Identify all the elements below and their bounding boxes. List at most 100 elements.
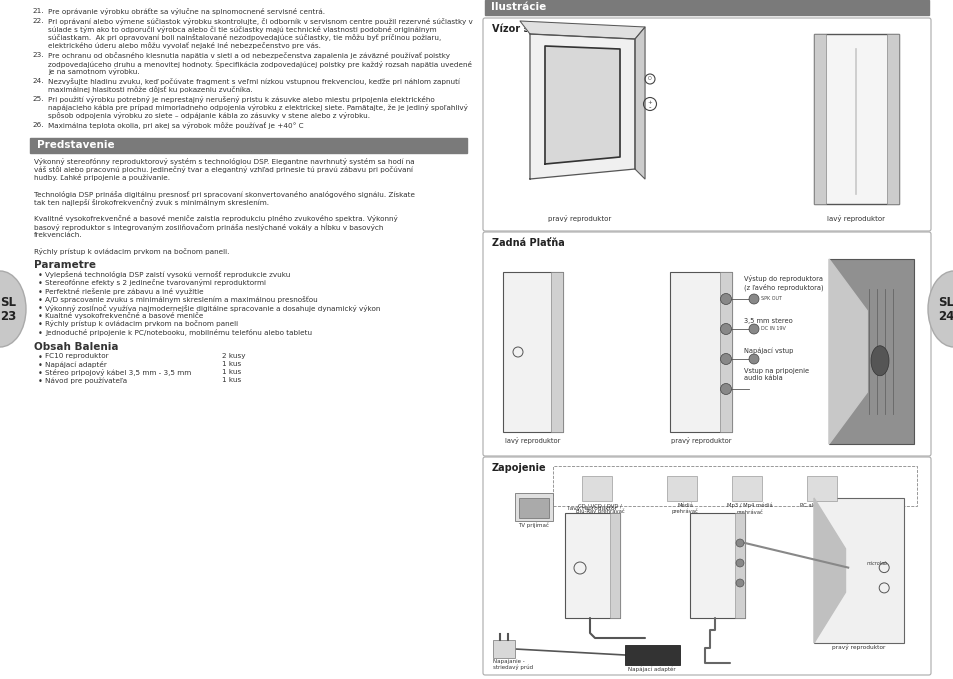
Ellipse shape <box>927 271 953 347</box>
Text: SL: SL <box>937 297 953 310</box>
Text: Napájací vstup: Napájací vstup <box>743 348 793 354</box>
Text: Médiá
prehrávač: Médiá prehrávač <box>671 503 698 515</box>
Text: 25.: 25. <box>32 96 44 102</box>
Text: basový reproduktor s integrovaným zosilňovačom prináša neslýchané vokály a hĺbku: basový reproduktor s integrovaným zosilň… <box>34 223 383 231</box>
Text: Jednoduché pripojenie k PC/notebooku, mobilnému telefónu alebo tabletu: Jednoduché pripojenie k PC/notebooku, mo… <box>45 329 312 335</box>
Text: Obsah Balenia: Obsah Balenia <box>34 342 118 352</box>
Text: Mp3 / Mp4 médiá
prehrávač: Mp3 / Mp4 médiá prehrávač <box>726 503 772 515</box>
Text: 21.: 21. <box>32 8 44 14</box>
Circle shape <box>735 579 743 587</box>
Text: Výkonný zosiĺnoč využíva najmodernejšie digitálne spracovanie a dosahuje dynamic: Výkonný zosiĺnoč využíva najmodernejšie … <box>45 304 380 312</box>
Bar <box>813 34 825 204</box>
Text: Napájací adaptér: Napájací adaptér <box>45 361 107 368</box>
Text: microlab: microlab <box>865 561 886 566</box>
Text: Pre ochranu od občasného klesnutia napätia v sieti a od nebezpečenstva zapalenia: Pre ochranu od občasného klesnutia napät… <box>48 52 450 59</box>
Polygon shape <box>544 46 619 164</box>
Text: 1 kus: 1 kus <box>222 361 241 367</box>
Bar <box>813 34 898 204</box>
Text: 23: 23 <box>0 310 16 323</box>
Bar <box>564 513 619 618</box>
Text: je na samotnom výrobku.: je na samotnom výrobku. <box>48 69 139 75</box>
Bar <box>581 476 612 501</box>
Text: Výkonný stereofónny reproduktorový systém s technológiou DSP. Elegantne navrhnut: Výkonný stereofónny reproduktorový systé… <box>34 158 415 165</box>
Circle shape <box>735 559 743 567</box>
Circle shape <box>720 323 731 335</box>
Text: Parametre: Parametre <box>34 260 96 270</box>
Text: •: • <box>38 329 43 337</box>
Text: •: • <box>38 304 43 313</box>
Text: súlade s tým ako to odporučil výrobca alebo či tie súčiastky majú technické vlas: súlade s tým ako to odporučil výrobca al… <box>48 26 436 33</box>
Text: frekvenciách.: frekvenciách. <box>34 232 82 238</box>
Text: SL: SL <box>0 297 16 310</box>
Bar <box>666 476 697 501</box>
Text: 3,5 mm stereo: 3,5 mm stereo <box>743 318 792 324</box>
Text: •: • <box>38 296 43 305</box>
Text: CD / VCD / DVD /
Blu-Ray prehrávač: CD / VCD / DVD / Blu-Ray prehrávač <box>575 503 623 515</box>
Text: Napajanie -
striedavý prúd: Napajanie - striedavý prúd <box>493 659 533 670</box>
Text: Stéreo pripojový kábel 3,5 mm - 3,5 mm: Stéreo pripojový kábel 3,5 mm - 3,5 mm <box>45 369 191 376</box>
Text: pravý reproduktor: pravý reproduktor <box>548 215 611 222</box>
Text: 2 kusy: 2 kusy <box>222 353 245 359</box>
Text: Kvalitné vysokofrekvenčné a basové meniče zaistia reprodukciu plného zvukového s: Kvalitné vysokofrekvenčné a basové menič… <box>34 215 397 222</box>
Text: •: • <box>38 361 43 370</box>
FancyBboxPatch shape <box>482 457 930 675</box>
Text: zodpovedajúceho druhu a menovitej hodnoty. Špecifikácia zodpovedajúcej poistky p: zodpovedajúceho druhu a menovitej hodnot… <box>48 60 472 68</box>
Text: Technológia DSP prináša digitálnu presnosť pri spracovaní skonvertovaného analóg: Technológia DSP prináša digitálnu presno… <box>34 191 415 198</box>
Polygon shape <box>530 34 635 179</box>
Bar <box>551 272 562 432</box>
Text: •: • <box>38 369 43 378</box>
Text: Nezvyšujte hladinu zvuku, keď počúvate fragment s veľmi nízkou vstupnou frekvenc: Nezvyšujte hladinu zvuku, keď počúvate f… <box>48 78 459 85</box>
Text: •: • <box>38 288 43 297</box>
Text: •: • <box>38 271 43 280</box>
Text: 23.: 23. <box>32 52 44 58</box>
Text: O: O <box>647 77 651 81</box>
Text: Pre oprávanie výrobku obráťte sa výlučne na splnomocnené servisné centrá.: Pre oprávanie výrobku obráťte sa výlučne… <box>48 8 325 15</box>
Text: DC IN 19V: DC IN 19V <box>760 327 785 331</box>
Text: súčiastkam.  Ak pri opravovaní boli nainštalované nezodpovedajúce súčiastky, tie: súčiastkam. Ak pri opravovaní boli nainš… <box>48 34 441 41</box>
Text: lavý reproduktor: lavý reproduktor <box>567 505 617 511</box>
Bar <box>518 498 548 518</box>
Bar <box>484 0 928 15</box>
Text: •: • <box>38 353 43 362</box>
FancyBboxPatch shape <box>482 18 930 231</box>
Text: spôsob odpojenia výrobku zo siete – odpájanie kábla zo zásuvky v stene alebo z v: spôsob odpojenia výrobku zo siete – odpá… <box>48 113 370 120</box>
Polygon shape <box>828 259 866 444</box>
Circle shape <box>748 324 759 334</box>
Text: lavý reproduktor: lavý reproduktor <box>505 437 560 444</box>
Text: +: + <box>647 100 652 105</box>
Text: •: • <box>38 378 43 386</box>
Bar <box>493 640 515 658</box>
Bar <box>734 513 744 618</box>
Text: maximálnej hlasitosti môže dôjsť ku pokazeniu zvučníka.: maximálnej hlasitosti môže dôjsť ku poka… <box>48 86 253 94</box>
Text: Vízor spredu: Vízor spredu <box>492 24 561 35</box>
Text: Pri použití výrobku potrebný je neprestajný nerušený pristu k zásuvke alebo mies: Pri použití výrobku potrebný je nepresta… <box>48 96 435 103</box>
Text: Perfektné riešenie pre zábavu a iné využitie: Perfektné riešenie pre zábavu a iné využ… <box>45 288 203 295</box>
Text: 26.: 26. <box>32 122 44 128</box>
Text: Napájací adaptér: Napájací adaptér <box>627 666 675 672</box>
Text: FC10 reproduktor: FC10 reproduktor <box>45 353 109 359</box>
Bar <box>813 498 903 643</box>
Text: Ilustrácie: Ilustrácie <box>491 3 546 12</box>
Bar <box>553 466 916 506</box>
Text: váš stôl alebo pracovnú plochu. Jedinečný tvar a elegantný vzhľad prinesie tú pr: váš stôl alebo pracovnú plochu. Jedinečn… <box>34 166 413 173</box>
Text: tak ten najlepší širokofrekvenčný zvuk s minimálnym skreslením.: tak ten najlepší širokofrekvenčný zvuk s… <box>34 199 269 206</box>
Ellipse shape <box>0 271 26 347</box>
Text: pravý reproduktor: pravý reproduktor <box>831 645 884 650</box>
Text: 22.: 22. <box>32 18 44 24</box>
Text: 24.: 24. <box>32 78 44 84</box>
Text: Návod pre používateľa: Návod pre používateľa <box>45 378 127 384</box>
Text: PC alebo notebook: PC alebo notebook <box>800 503 849 508</box>
Bar <box>669 272 731 432</box>
Circle shape <box>748 354 759 364</box>
Text: lavý reproduktor: lavý reproduktor <box>826 215 884 222</box>
Circle shape <box>735 539 743 547</box>
Text: napájacieho kábla pre prípad mimoriadneho odpojenia výrobku z elektrickej siete.: napájacieho kábla pre prípad mimoriadneh… <box>48 104 467 111</box>
Bar <box>515 493 553 521</box>
Circle shape <box>720 354 731 365</box>
Text: 1 kus: 1 kus <box>222 369 241 375</box>
Bar <box>689 513 744 618</box>
Text: SPK OUT: SPK OUT <box>760 295 781 301</box>
Bar <box>30 138 467 153</box>
Text: Kualtné vysokofrekvenčné a basové meniče: Kualtné vysokofrekvenčné a basové meniče <box>45 312 203 319</box>
Circle shape <box>720 293 731 304</box>
